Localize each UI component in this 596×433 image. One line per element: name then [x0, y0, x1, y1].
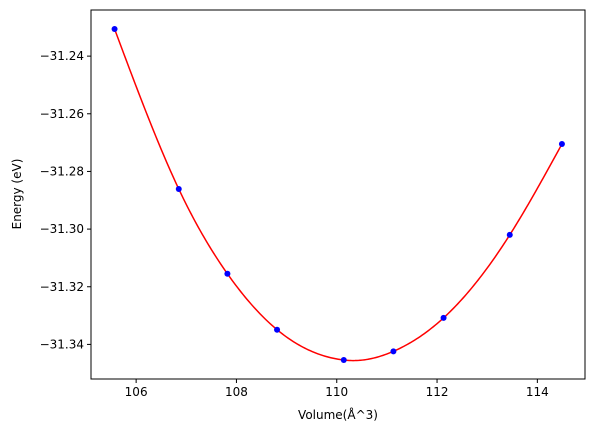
- y-tick-label: −31.32: [40, 280, 84, 294]
- data-point: [224, 270, 231, 277]
- data-point: [111, 26, 118, 33]
- x-axis-ticks: 106 108 110 112 114: [125, 379, 549, 399]
- y-tick-label: −31.28: [40, 164, 84, 178]
- plot-frame: [90, 9, 586, 380]
- y-tick-label: −31.26: [40, 107, 84, 121]
- y-tick-label: −31.34: [40, 337, 84, 351]
- y-tick-label: −31.30: [40, 222, 84, 236]
- fit-curve: [113, 28, 563, 362]
- x-tick-label: 112: [426, 385, 449, 399]
- data-point: [340, 356, 347, 363]
- x-tick-label: 114: [526, 385, 549, 399]
- data-point: [558, 141, 565, 148]
- data-points-layer: [111, 26, 565, 363]
- fit-curve-layer: [113, 28, 563, 362]
- y-tick-label: −31.24: [40, 49, 84, 63]
- data-point: [175, 186, 182, 193]
- y-axis-ticks: −31.24 −31.26 −31.28 −31.30 −31.32 −31.34: [40, 49, 91, 351]
- x-tick-label: 108: [225, 385, 248, 399]
- x-axis-label: Volume(Å^3): [298, 407, 378, 422]
- y-axis-label: Energy (eV): [10, 159, 24, 230]
- data-point: [440, 314, 447, 321]
- data-point: [390, 348, 397, 355]
- x-tick-label: 106: [125, 385, 148, 399]
- data-point: [274, 326, 281, 333]
- x-tick-label: 110: [325, 385, 348, 399]
- plot-background: [91, 10, 585, 379]
- data-point: [506, 231, 513, 238]
